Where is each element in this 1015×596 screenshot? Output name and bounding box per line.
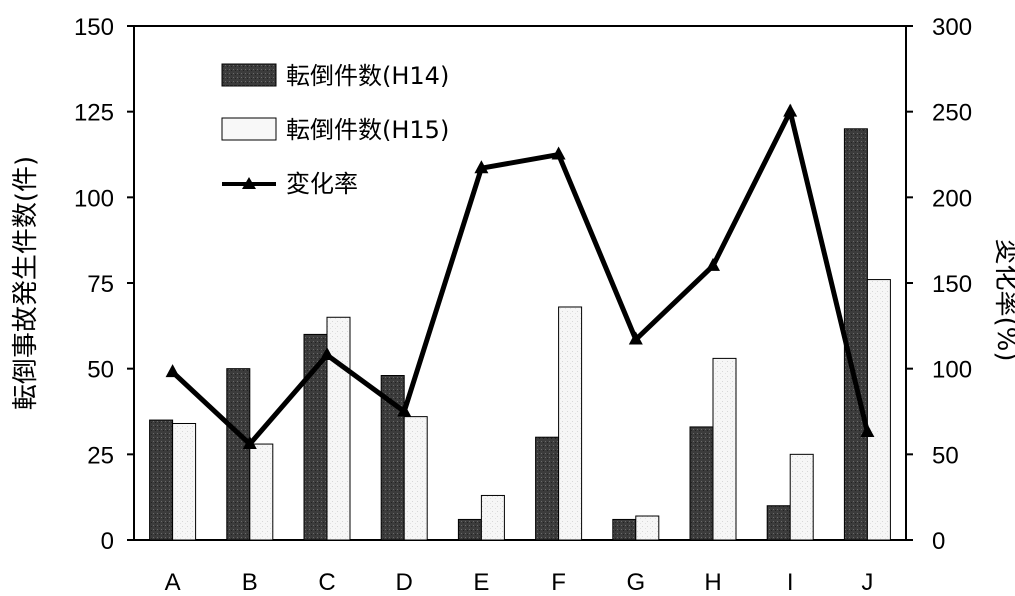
bar-h14 xyxy=(766,505,791,541)
bar-h15 xyxy=(866,279,891,541)
left-tick-label: 25 xyxy=(87,442,114,469)
right-tick-label: 100 xyxy=(932,357,972,384)
legend-swatch-h14 xyxy=(221,63,277,87)
legend-label-h14: 転倒件数(H14) xyxy=(286,62,449,90)
bar-h15 xyxy=(558,306,583,541)
bar-h14 xyxy=(843,128,868,541)
bar-h15 xyxy=(172,422,197,541)
left-tick-label: 125 xyxy=(74,100,114,127)
bar-marks xyxy=(149,128,891,541)
x-tick-label: I xyxy=(787,569,794,596)
rate-point-marker xyxy=(860,424,875,438)
rate-point-marker xyxy=(628,331,643,345)
bar-h14 xyxy=(535,436,560,541)
bar-h15 xyxy=(635,515,660,541)
left-axis-ticks: 0 25 50 75 100 125 150 xyxy=(74,14,134,555)
bar-h14 xyxy=(457,518,482,541)
right-tick-label: 50 xyxy=(932,442,959,469)
legend-swatch-h15 xyxy=(221,117,277,141)
bar-h14 xyxy=(149,419,174,541)
x-axis-ticks: A B C D E F G H I J xyxy=(165,569,874,596)
right-axis-title: 変化率(%) xyxy=(991,239,1015,362)
right-tick-label: 150 xyxy=(932,271,972,298)
left-tick-label: 100 xyxy=(74,185,114,212)
rate-point-marker xyxy=(706,257,720,271)
x-tick-label: J xyxy=(861,569,873,596)
x-tick-label: C xyxy=(318,569,335,596)
x-tick-label: G xyxy=(626,569,645,596)
rate-point-marker xyxy=(397,403,412,417)
right-tick-label: 0 xyxy=(932,528,945,555)
rate-point-marker xyxy=(165,364,180,378)
bar-h14 xyxy=(226,368,251,541)
rate-point-marker xyxy=(783,103,798,117)
legend-label-rate: 変化率 xyxy=(286,170,358,198)
bar-h15 xyxy=(712,357,737,541)
right-tick-label: 250 xyxy=(932,100,972,127)
x-tick-label: H xyxy=(704,569,721,596)
left-axis-title: 転倒事故発生件数(件) xyxy=(11,156,41,410)
left-tick-label: 50 xyxy=(87,357,114,384)
right-tick-label: 300 xyxy=(932,14,972,41)
bar-h15 xyxy=(249,443,274,541)
left-tick-label: 75 xyxy=(87,271,114,298)
x-tick-label: E xyxy=(473,569,489,596)
x-tick-label: D xyxy=(396,569,413,596)
x-tick-label: F xyxy=(551,569,566,596)
legend-label-h15: 転倒件数(H15) xyxy=(286,116,449,144)
left-tick-label: 0 xyxy=(101,528,114,555)
bar-h15 xyxy=(326,316,351,541)
left-tick-label: 150 xyxy=(74,14,114,41)
bar-h15 xyxy=(480,494,505,541)
legend: 転倒件数(H14) 転倒件数(H15) 変化率 xyxy=(221,62,449,198)
rate-point-marker xyxy=(320,346,334,360)
line-series xyxy=(165,103,875,450)
right-axis-ticks: 0 50 100 150 200 250 300 xyxy=(906,14,972,555)
bar-h14 xyxy=(689,426,714,541)
rate-point-marker xyxy=(474,160,489,174)
x-tick-label: A xyxy=(165,569,181,596)
rate-point-marker xyxy=(551,146,566,160)
bar-h15 xyxy=(403,416,428,541)
legend-triangle-marker-icon xyxy=(242,177,256,189)
right-tick-label: 200 xyxy=(932,185,972,212)
bar-h15 xyxy=(789,453,814,541)
bar-h14 xyxy=(612,518,637,541)
x-tick-label: B xyxy=(242,569,258,596)
rate-line xyxy=(170,104,870,448)
rate-point-marker xyxy=(242,436,257,450)
